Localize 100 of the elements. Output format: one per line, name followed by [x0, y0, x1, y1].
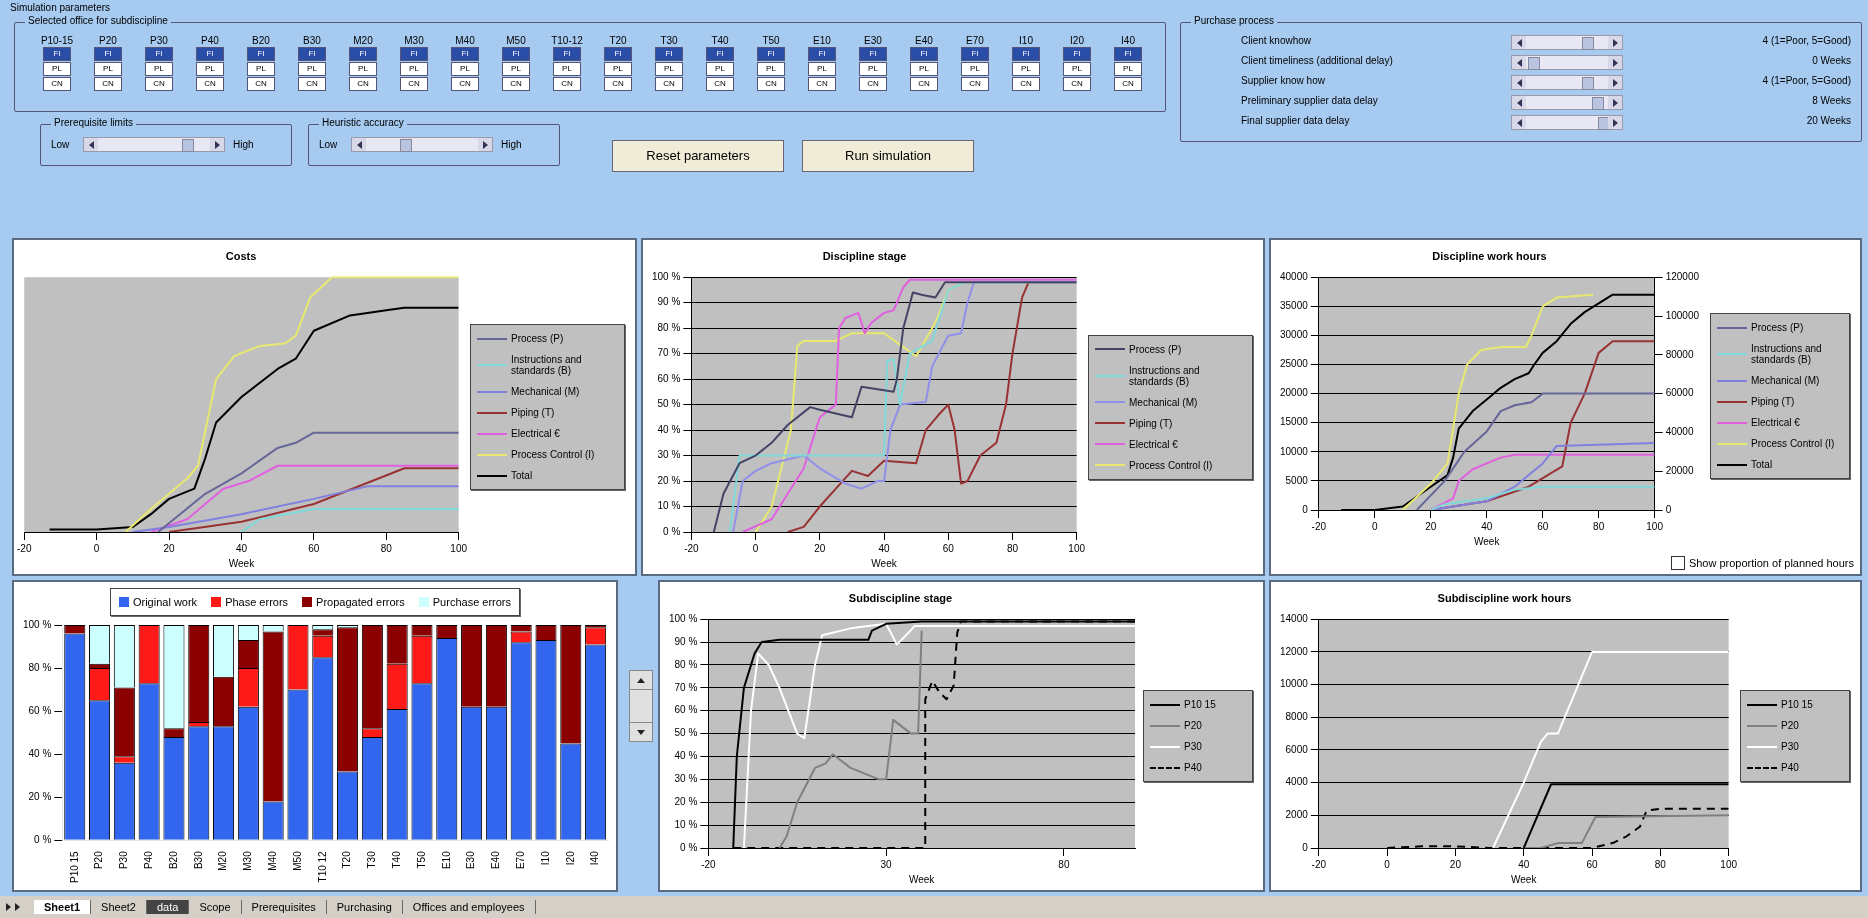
text: CN: [102, 79, 114, 88]
text: FI: [767, 49, 775, 58]
x-tick-label: 40: [1518, 858, 1530, 870]
text: PL: [766, 64, 776, 73]
legend-label: P30: [1184, 741, 1202, 752]
text: Scope: [189, 900, 242, 914]
x-tick-label: I20: [564, 850, 576, 866]
text: data: [146, 900, 190, 914]
x-tick-label: 100: [1720, 858, 1738, 870]
y2-tick-label: 100000: [1665, 309, 1700, 321]
x-axis-title: Week: [1511, 873, 1538, 885]
text: CN: [663, 79, 675, 88]
text: Sheet2: [91, 900, 147, 914]
x-tick-label: 60: [942, 542, 955, 554]
text: Client knowhow: [1241, 35, 1312, 46]
text: FI: [1073, 49, 1081, 58]
text: FI: [155, 49, 163, 58]
legend-label: Process Control (I): [1129, 459, 1213, 471]
x-tick-label: T10 12: [316, 850, 328, 883]
legend-label: Electrical €: [511, 428, 560, 439]
y-tick-label: 40 %: [28, 747, 52, 759]
text: PL: [205, 64, 215, 73]
text: CN: [714, 79, 726, 88]
text: FI: [512, 49, 520, 58]
category-label: E40: [914, 35, 934, 46]
text: Show proportion of planned hours: [1688, 557, 1854, 569]
category-label: M20: [352, 35, 374, 46]
x-tick-label: P40: [142, 850, 154, 870]
category-label: P10-15: [39, 35, 75, 46]
text: Sheet1: [34, 900, 92, 914]
text: 4 (1=Poor, 5=Good): [1762, 35, 1851, 46]
text: CN: [408, 79, 420, 88]
category-label: E30: [863, 35, 883, 46]
x-tick-label: M40: [266, 850, 278, 871]
text: FI: [665, 49, 673, 58]
y-tick-label: 40 %: [657, 423, 681, 435]
y-tick-label: 50 %: [657, 398, 681, 410]
text: Simulation parameters: [10, 2, 111, 13]
text: FI: [104, 49, 112, 58]
category-label: B30: [302, 35, 322, 46]
legend-label: P30: [1781, 741, 1799, 752]
y-tick-label: 4000: [1285, 776, 1309, 788]
y-tick-label: 80 %: [657, 321, 681, 333]
legend-label: Piping (T): [1751, 396, 1795, 407]
text: FI: [716, 49, 724, 58]
x-tick-label: 0: [752, 542, 759, 554]
text: FI: [614, 49, 622, 58]
x-tick-label: M50: [291, 850, 303, 871]
text: High: [501, 139, 522, 150]
text: PL: [1072, 64, 1082, 73]
legend-label: Process (P): [511, 333, 564, 344]
text: Heuristic accuracy: [319, 117, 407, 128]
text: PL: [307, 64, 317, 73]
category-label: P40: [200, 35, 220, 46]
x-tick-label: 40: [878, 542, 891, 554]
text: PL: [103, 64, 113, 73]
legend-label: Instructions and standards (B): [1129, 364, 1201, 387]
text: PL: [562, 64, 572, 73]
y-tick-label: 100 %: [669, 612, 698, 624]
text: Run simulation: [802, 140, 974, 172]
legend-label: Total: [1751, 459, 1773, 470]
x-tick-label: 100: [450, 542, 468, 554]
x-tick-label: 60: [308, 542, 320, 554]
legend-label: Electrical €: [1129, 438, 1178, 450]
category-label: T30: [659, 35, 679, 46]
y-tick-label: 0 %: [680, 841, 698, 853]
x-tick-label: -20: [701, 858, 717, 870]
y2-tick-label: 60000: [1665, 387, 1694, 399]
text: CN: [1071, 79, 1083, 88]
x-tick-label: E40: [490, 850, 502, 870]
y-tick-label: 60 %: [674, 704, 698, 716]
text: CN: [255, 79, 267, 88]
text: FI: [1022, 49, 1030, 58]
text: PL: [256, 64, 266, 73]
x-tick-label: 60: [1586, 858, 1599, 870]
text: PL: [1123, 64, 1133, 73]
text: PL: [511, 64, 521, 73]
y-tick-label: 35000: [1280, 300, 1309, 312]
y2-tick-label: 120000: [1665, 270, 1700, 282]
text: High: [233, 139, 254, 150]
y-tick-label: 50 %: [674, 727, 698, 739]
y-tick-label: 10000: [1280, 678, 1309, 690]
x-tick-label: E10: [440, 850, 452, 870]
x-tick-label: -20: [684, 542, 700, 554]
text: PL: [409, 64, 419, 73]
text: CN: [867, 79, 879, 88]
chart-title: Discipline stage: [822, 249, 907, 262]
x-tick-label: 80: [1654, 858, 1667, 870]
category-label: T20: [608, 35, 628, 46]
text: PL: [1021, 64, 1031, 73]
text: Supplier know how: [1241, 75, 1325, 86]
x-tick-label: I10: [539, 850, 551, 866]
category-label: T40: [710, 35, 730, 46]
y2-tick-label: 20000: [1665, 464, 1694, 476]
x-tick-label: 80: [1593, 520, 1605, 532]
text: Selected office for subdiscipline: [25, 15, 171, 26]
text: FI: [461, 49, 469, 58]
y-tick-label: 80 %: [674, 658, 698, 670]
y-tick-label: 0: [1302, 503, 1309, 515]
x-tick-label: 100: [1068, 542, 1086, 554]
